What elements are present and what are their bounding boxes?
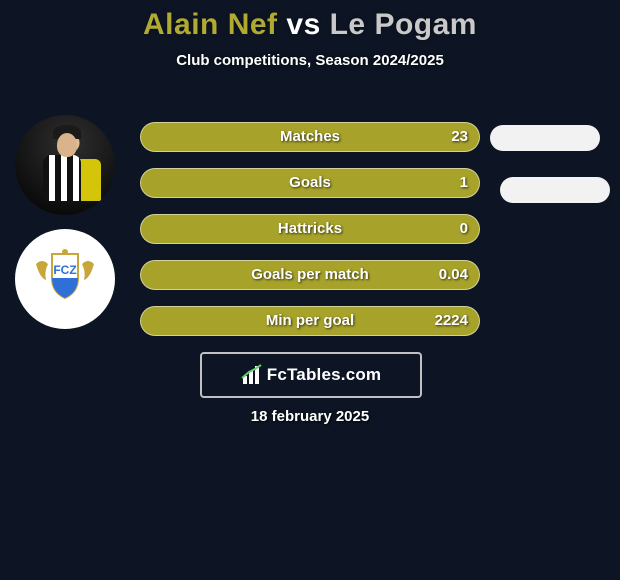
stat-bars: Matches 23 Goals 1 Hattricks 0 Goals per…	[140, 122, 480, 352]
brand-box[interactable]: FcTables.com	[200, 352, 422, 398]
stat-value: 0.04	[439, 260, 468, 290]
avatar-column: FCZ	[10, 115, 120, 335]
stat-label: Hattricks	[140, 214, 480, 244]
photo-face	[57, 133, 77, 157]
stat-label: Goals per match	[140, 260, 480, 290]
stat-value: 1	[460, 168, 468, 198]
empty-pill	[490, 125, 600, 151]
player1-name: Alain Nef	[143, 8, 278, 41]
empty-pill	[500, 177, 610, 203]
stat-row: Goals 1	[140, 168, 480, 198]
stat-label: Min per goal	[140, 306, 480, 336]
stat-value: 23	[451, 122, 468, 152]
player2-name: Le Pogam	[330, 8, 477, 41]
club-badge: FCZ	[15, 229, 115, 329]
stat-value: 0	[460, 214, 468, 244]
page-root: Alain Nef vs Le Pogam Club competitions,…	[0, 0, 620, 580]
club-badge-inner: FCZ	[15, 229, 115, 329]
club-crest-text: FCZ	[53, 263, 76, 277]
brand-text: FcTables.com	[267, 365, 382, 385]
page-title: Alain Nef vs Le Pogam	[0, 0, 620, 42]
footer-date: 18 february 2025	[0, 408, 620, 425]
stat-row: Goals per match 0.04	[140, 260, 480, 290]
player-photo	[15, 115, 115, 215]
subtitle: Club competitions, Season 2024/2025	[0, 52, 620, 69]
stat-label: Goals	[140, 168, 480, 198]
vs-text: vs	[286, 8, 320, 41]
stat-label: Matches	[140, 122, 480, 152]
stat-row: Min per goal 2224	[140, 306, 480, 336]
photo-shirt-striped	[43, 155, 81, 201]
stat-row: Hattricks 0	[140, 214, 480, 244]
club-crest-icon: FCZ	[26, 240, 104, 318]
bar-chart-icon	[241, 364, 263, 386]
stat-value: 2224	[435, 306, 468, 336]
stat-row: Matches 23	[140, 122, 480, 152]
